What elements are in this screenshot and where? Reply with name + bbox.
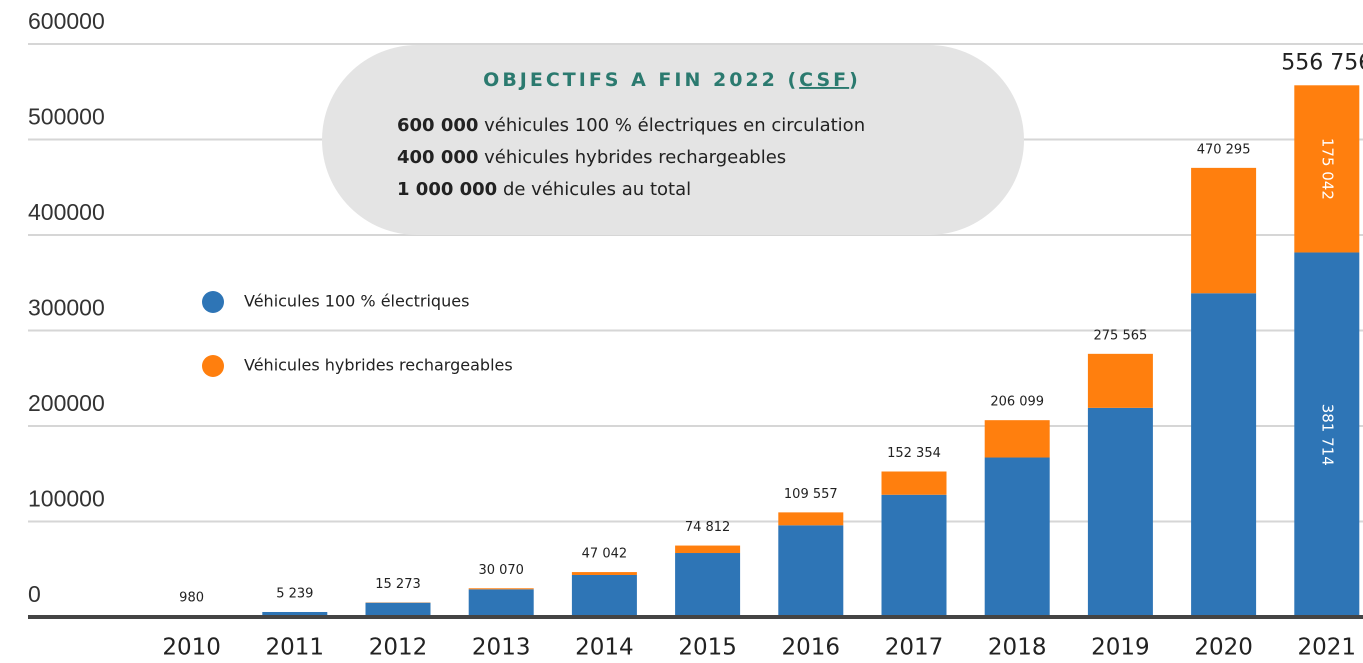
info-title-start: OBJECTIFS A FIN 2022 ( (483, 69, 799, 91)
x-tick-label: 2015 (678, 635, 737, 661)
bar-segment (675, 553, 741, 617)
x-tick-label: 2013 (472, 635, 531, 661)
x-tick-label: 2016 (782, 635, 841, 661)
y-tick-label: 400000 (28, 199, 105, 225)
bar-segment (1191, 167, 1257, 294)
total-label: 109 557 (784, 487, 838, 502)
total-label: 5 239 (276, 586, 313, 601)
bar-segment (1087, 407, 1153, 617)
bar-segment (984, 457, 1050, 617)
bar-segment (571, 572, 637, 575)
info-text: de véhicules au total (497, 179, 691, 200)
info-text: véhicules 100 % électriques en circulati… (478, 115, 865, 136)
legend-swatch (202, 291, 224, 313)
info-line: 400 000 véhicules hybrides rechargeables (397, 147, 786, 168)
legend-label: Véhicules hybrides rechargeables (244, 356, 513, 375)
bar-segment (571, 574, 637, 617)
bar-segment (1191, 293, 1257, 617)
bar-segment (1087, 353, 1153, 408)
x-tick-label: 2011 (266, 635, 325, 661)
total-label: 30 070 (478, 563, 524, 578)
x-tick-label: 2017 (885, 635, 944, 661)
y-tick-label: 200000 (28, 390, 105, 416)
total-label: 152 354 (887, 446, 941, 461)
total-label: 47 042 (582, 547, 628, 562)
info-title: OBJECTIFS A FIN 2022 (CSF) (483, 69, 861, 91)
bar-segment (468, 588, 534, 590)
info-line: 1 000 000 de véhicules au total (397, 179, 691, 200)
bar-segment (1294, 85, 1360, 253)
bar-segment (365, 602, 431, 617)
y-tick-label: 600000 (28, 8, 105, 34)
bar-segment (778, 525, 844, 617)
segment-label: 381 714 (1318, 404, 1336, 466)
total-label: 275 565 (1094, 328, 1148, 343)
total-label: 74 812 (685, 520, 731, 535)
bar-segment (1294, 252, 1360, 617)
total-label: 470 295 (1197, 142, 1251, 157)
info-text: véhicules hybrides rechargeables (478, 147, 786, 168)
info-bold: 1 000 000 (397, 179, 497, 200)
bar-segment (675, 545, 741, 554)
bar-segment (778, 512, 844, 526)
x-tick-label: 2021 (1298, 635, 1357, 661)
x-tick-label: 2014 (575, 635, 634, 661)
total-label: 980 (179, 591, 204, 606)
info-line: 600 000 véhicules 100 % électriques en c… (397, 115, 865, 136)
info-link[interactable]: CSF (799, 69, 849, 91)
bar-segment (468, 589, 534, 617)
x-tick-label: 2010 (162, 635, 221, 661)
x-tick-label: 2012 (369, 635, 428, 661)
y-tick-label: 300000 (28, 295, 105, 321)
x-tick-label: 2019 (1091, 635, 1150, 661)
info-title-end: ) (849, 69, 861, 91)
info-box (322, 45, 1024, 235)
bar-segment (984, 420, 1050, 458)
bar-segment (881, 471, 947, 495)
legend-swatch (202, 355, 224, 377)
y-tick-label: 100000 (28, 486, 105, 512)
segment-label: 175 042 (1318, 138, 1336, 200)
x-tick-label: 2020 (1194, 635, 1253, 661)
legend-label: Véhicules 100 % électriques (244, 292, 469, 311)
y-tick-label: 0 (28, 581, 41, 607)
total-label: 556 756 (1281, 50, 1363, 75)
x-tick-label: 2018 (988, 635, 1047, 661)
bar-segment (881, 494, 947, 617)
info-bold: 600 000 (397, 115, 478, 136)
info-bold: 400 000 (397, 147, 478, 168)
bar-segment (262, 611, 328, 617)
total-label: 15 273 (375, 577, 421, 592)
total-label: 206 099 (990, 395, 1044, 410)
y-tick-label: 500000 (28, 104, 105, 130)
